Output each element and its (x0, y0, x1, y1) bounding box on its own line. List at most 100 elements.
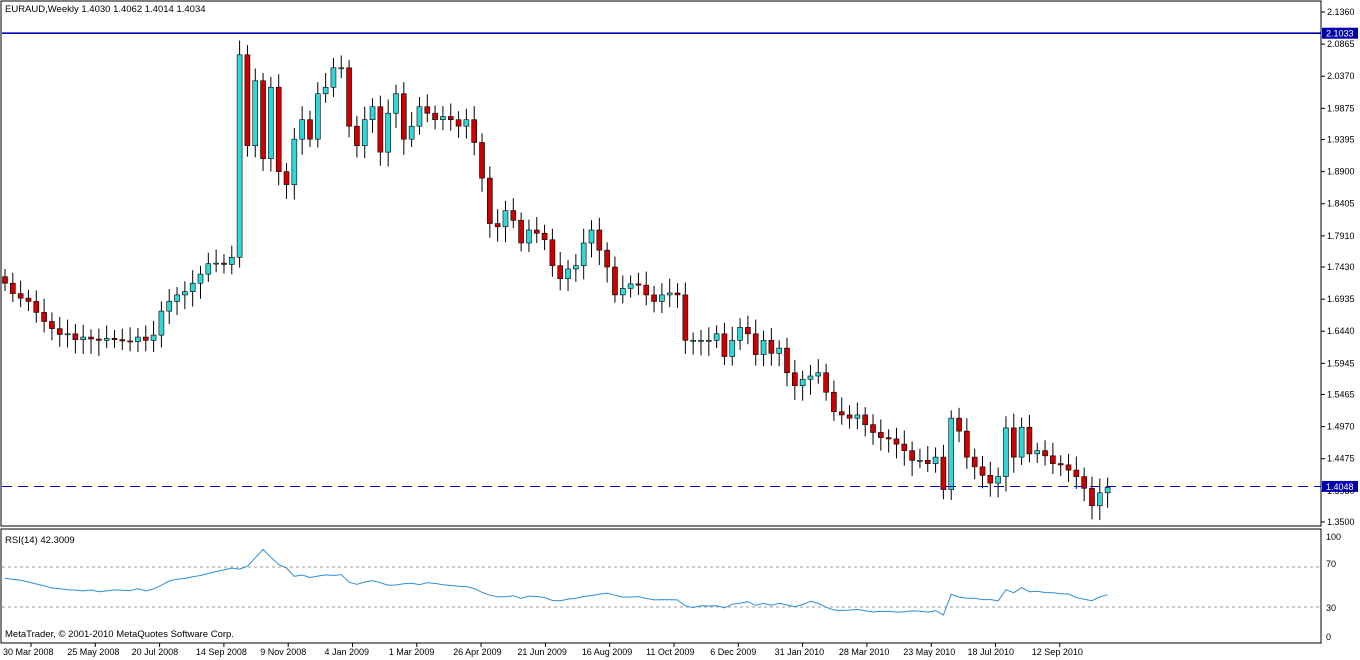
candle-bearish[interactable] (25, 297, 32, 302)
candle-bearish[interactable] (479, 142, 485, 179)
candle-bullish[interactable] (252, 80, 259, 146)
candle-bearish[interactable] (643, 284, 650, 296)
candle-bullish[interactable] (268, 86, 274, 159)
candle-bearish[interactable] (971, 456, 978, 468)
candle-bearish[interactable] (1073, 469, 1080, 477)
candle-bearish[interactable] (987, 474, 994, 484)
candle-bearish[interactable] (557, 265, 564, 279)
candle-bearish[interactable] (96, 338, 102, 341)
candle-bearish[interactable] (119, 339, 126, 342)
candle-bullish[interactable] (948, 417, 955, 490)
candle-bearish[interactable] (1042, 450, 1048, 457)
candle-bullish[interactable] (1034, 450, 1041, 455)
candle-bullish[interactable] (917, 460, 923, 462)
candle-bearish[interactable] (870, 424, 876, 433)
candle-bearish[interactable] (838, 411, 845, 416)
candle-bullish[interactable] (713, 333, 720, 341)
candle-bullish[interactable] (619, 288, 626, 296)
candle-bullish[interactable] (1003, 427, 1009, 477)
candle-bearish[interactable] (721, 333, 728, 357)
candle-bullish[interactable] (526, 229, 532, 244)
candle-bullish[interactable] (150, 334, 157, 341)
candle-bullish[interactable] (440, 116, 446, 121)
candle-bullish[interactable] (698, 340, 704, 342)
candle-bearish[interactable] (909, 450, 915, 461)
candle-bullish[interactable] (158, 310, 165, 336)
candle-bullish[interactable] (690, 340, 696, 342)
candle-bearish[interactable] (127, 340, 133, 343)
candle-bullish[interactable] (1018, 426, 1025, 458)
candle-bearish[interactable] (455, 119, 462, 127)
candle-bearish[interactable] (612, 266, 618, 296)
candle-bearish[interactable] (674, 292, 681, 296)
candle-bullish[interactable] (174, 294, 180, 302)
candle-bullish[interactable] (330, 67, 337, 88)
candle-bullish[interactable] (807, 375, 814, 380)
candle-bearish[interactable] (823, 372, 829, 393)
candle-bullish[interactable] (932, 456, 939, 464)
candle-bearish[interactable] (831, 391, 837, 412)
candle-bullish[interactable] (573, 265, 579, 270)
candle-bullish[interactable] (299, 119, 305, 140)
candle-bullish[interactable] (236, 54, 243, 258)
candle-bullish[interactable] (205, 263, 212, 275)
candle-bearish[interactable] (432, 112, 438, 121)
candle-bullish[interactable] (588, 229, 595, 244)
candle-bullish[interactable] (565, 268, 571, 279)
candle-bearish[interactable] (979, 466, 986, 476)
candle-bearish[interactable] (283, 171, 290, 185)
candle-bullish[interactable] (1104, 487, 1111, 494)
candle-bearish[interactable] (72, 333, 79, 340)
candle-bearish[interactable] (41, 312, 47, 322)
candle-bearish[interactable] (401, 93, 407, 140)
candle-bullish[interactable] (166, 301, 173, 312)
candle-bullish[interactable] (103, 338, 110, 341)
candle-bearish[interactable] (2, 276, 8, 284)
rsi-line[interactable] (4, 548, 1108, 616)
candle-bullish[interactable] (64, 333, 71, 336)
candle-bullish[interactable] (502, 210, 509, 228)
candle-bullish[interactable] (322, 86, 329, 95)
candle-bearish[interactable] (596, 229, 603, 251)
candle-bullish[interactable] (189, 282, 196, 292)
candle-bearish[interactable] (784, 347, 790, 374)
candle-bullish[interactable] (815, 372, 822, 377)
candle-bearish[interactable] (846, 414, 853, 419)
candle-bearish[interactable] (88, 336, 94, 340)
candle-bearish[interactable] (924, 460, 931, 464)
candle-bullish[interactable] (291, 138, 298, 185)
candle-bearish[interactable] (424, 106, 431, 114)
rsi-series[interactable] (2, 548, 1321, 616)
candle-bearish[interactable] (682, 294, 689, 341)
candle-bullish[interactable] (80, 336, 86, 340)
candle-bearish[interactable] (964, 430, 970, 458)
candle-bearish[interactable] (885, 437, 892, 440)
candle-bearish[interactable] (510, 210, 517, 221)
candle-bearish[interactable] (56, 328, 63, 335)
candle-bullish[interactable] (627, 283, 634, 289)
candle-bullish[interactable] (776, 347, 782, 354)
candle-bearish[interactable] (142, 336, 149, 341)
candle-bearish[interactable] (111, 338, 118, 340)
candle-bearish[interactable] (1050, 455, 1056, 464)
candle-bullish[interactable] (314, 93, 321, 140)
candle-bearish[interactable] (940, 456, 947, 490)
candle-bullish[interactable] (580, 242, 587, 267)
candlestick-series[interactable] (2, 40, 1111, 521)
candle-bearish[interactable] (260, 80, 266, 159)
candle-bullish[interactable] (393, 93, 399, 114)
candle-bearish[interactable] (1089, 487, 1095, 507)
candle-bullish[interactable] (463, 119, 470, 127)
candle-bullish[interactable] (854, 414, 861, 419)
candle-bullish[interactable] (338, 67, 345, 70)
candle-bearish[interactable] (549, 239, 556, 267)
candle-bullish[interactable] (228, 256, 235, 265)
candle-bearish[interactable] (792, 372, 798, 387)
candle-bullish[interactable] (659, 294, 665, 302)
candle-bearish[interactable] (377, 106, 384, 153)
candle-bearish[interactable] (1065, 464, 1072, 471)
candle-bearish[interactable] (956, 417, 962, 432)
candle-bearish[interactable] (768, 340, 775, 354)
candle-bearish[interactable] (635, 283, 642, 286)
